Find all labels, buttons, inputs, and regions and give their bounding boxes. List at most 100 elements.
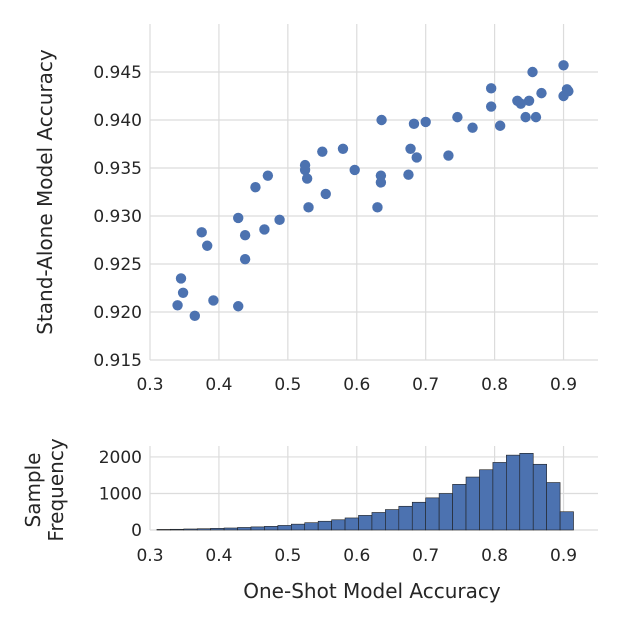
- scatter-x-tick-label: 0.3: [136, 375, 163, 395]
- scatter-point: [274, 214, 285, 226]
- scatter-point: [452, 111, 463, 123]
- scatter-point: [259, 224, 270, 235]
- scatter-point: [563, 86, 574, 97]
- hist-x-tick-label: 0.3: [136, 546, 163, 566]
- histogram-bar: [223, 527, 238, 531]
- hist-y-axis-label-line: Sample: [21, 453, 45, 528]
- scatter-x-tick-label: 0.6: [343, 375, 370, 395]
- histogram-bar: [492, 462, 507, 531]
- histogram-bar: [438, 493, 453, 531]
- histogram-bar: [546, 482, 561, 531]
- hist-y-tick-label: 2000: [99, 448, 142, 468]
- scatter-point: [411, 152, 422, 163]
- hist-x-tick-label: 0.4: [205, 546, 232, 566]
- scatter-point: [177, 287, 189, 298]
- scatter-y-tick-label: 0.930: [93, 207, 142, 227]
- scatter-point: [208, 295, 219, 306]
- scatter-point: [536, 87, 547, 99]
- scatter-point: [250, 182, 261, 193]
- scatter-x-tick-label: 0.7: [412, 375, 439, 395]
- scatter-y-tick-label: 0.940: [93, 111, 142, 131]
- scatter-point: [196, 227, 207, 238]
- histogram-bar: [506, 454, 521, 531]
- histogram-bar: [331, 519, 346, 531]
- histogram-bar: [385, 509, 400, 531]
- scatter-point: [233, 301, 244, 312]
- histogram-bar: [156, 529, 171, 531]
- histogram-bar: [170, 528, 185, 531]
- scatter-point: [485, 83, 497, 94]
- histogram-bar: [425, 497, 440, 531]
- scatter-point: [443, 150, 454, 161]
- scatter-point: [530, 111, 542, 123]
- scatter-x-tick-label: 0.8: [481, 375, 508, 395]
- histogram-bar: [290, 523, 306, 531]
- scatter-point: [515, 98, 527, 109]
- scatter-point: [420, 116, 431, 128]
- scatter-point: [317, 146, 328, 157]
- hist-y-axis-label: SampleFrequency: [21, 438, 68, 541]
- scatter-point: [467, 122, 478, 133]
- histogram-bar: [398, 505, 413, 531]
- scatter-point: [494, 120, 506, 131]
- histogram-bar: [465, 476, 480, 531]
- scatter-y-axis-label: Stand-Alone Model Accuracy: [33, 49, 57, 335]
- scatter-y-tick-label: 0.945: [93, 63, 142, 83]
- histogram-bar: [304, 522, 319, 531]
- histogram-bar: [452, 484, 467, 531]
- scatter-y-tick-label: 0.925: [93, 255, 142, 275]
- histogram-bar: [411, 501, 426, 531]
- scatter-point: [189, 310, 200, 322]
- histogram-bar: [183, 528, 198, 531]
- scatter-point: [376, 114, 387, 126]
- histogram-bar: [250, 526, 265, 531]
- scatter-point: [558, 60, 569, 71]
- hist-x-tick-label: 0.9: [550, 546, 577, 566]
- histogram-panel: 0.3 0.4 0.5 0.6 0.7 0.8 0.9 0 1000 2000 SampleFreq…: [21, 438, 598, 603]
- scatter-point: [303, 202, 314, 213]
- scatter-panel: 0.3 0.4 0.5 0.6 0.7 0.8 0.9 0.915 0.920 0.925 0.93…: [33, 24, 598, 395]
- scatter-point: [520, 111, 531, 123]
- scatter-point: [375, 177, 387, 188]
- scatter-point: [372, 202, 383, 213]
- scatter-point: [337, 143, 349, 154]
- scatter-point: [299, 164, 311, 176]
- scatter-x-tick-label: 0.9: [550, 375, 577, 395]
- scatter-point: [233, 212, 244, 224]
- scatter-point: [172, 300, 183, 311]
- scatter-point: [262, 170, 274, 181]
- histogram-bar: [277, 525, 292, 531]
- hist-y-axis-label-line: Frequency: [44, 438, 68, 541]
- hist-x-axis-label: One-Shot Model Accuracy: [243, 579, 501, 603]
- scatter-point: [485, 101, 497, 112]
- hist-x-tick-label: 0.7: [412, 546, 439, 566]
- histogram-bar: [358, 515, 373, 531]
- histogram-bar: [519, 453, 534, 531]
- scatter-x-tick-label: 0.4: [205, 375, 232, 395]
- scatter-point: [320, 188, 331, 200]
- hist-x-tick-label: 0.6: [343, 546, 370, 566]
- histogram-bar: [317, 520, 332, 531]
- hist-x-tick-label: 0.5: [274, 546, 301, 566]
- histogram-bar: [237, 527, 252, 531]
- histogram-bar: [371, 512, 386, 531]
- scatter-point: [202, 240, 213, 251]
- hist-x-tick-label: 0.8: [481, 546, 508, 566]
- scatter-point: [175, 273, 187, 284]
- histogram-bar: [210, 528, 225, 531]
- scatter-point: [523, 95, 535, 107]
- scatter-point: [403, 169, 414, 180]
- scatter-y-tick-label: 0.915: [93, 351, 142, 371]
- hist-y-tick-label: 1000: [99, 484, 142, 504]
- histogram-bar: [264, 526, 279, 531]
- histogram-bar: [559, 511, 574, 531]
- histogram-bar: [344, 517, 359, 531]
- scatter-y-tick-label: 0.920: [93, 303, 142, 323]
- histogram-bar: [479, 469, 494, 531]
- scatter-point: [239, 254, 251, 265]
- scatter-point: [349, 164, 360, 176]
- scatter-point: [239, 230, 251, 241]
- scatter-point: [405, 143, 416, 154]
- hist-y-tick-label: 0: [131, 521, 142, 541]
